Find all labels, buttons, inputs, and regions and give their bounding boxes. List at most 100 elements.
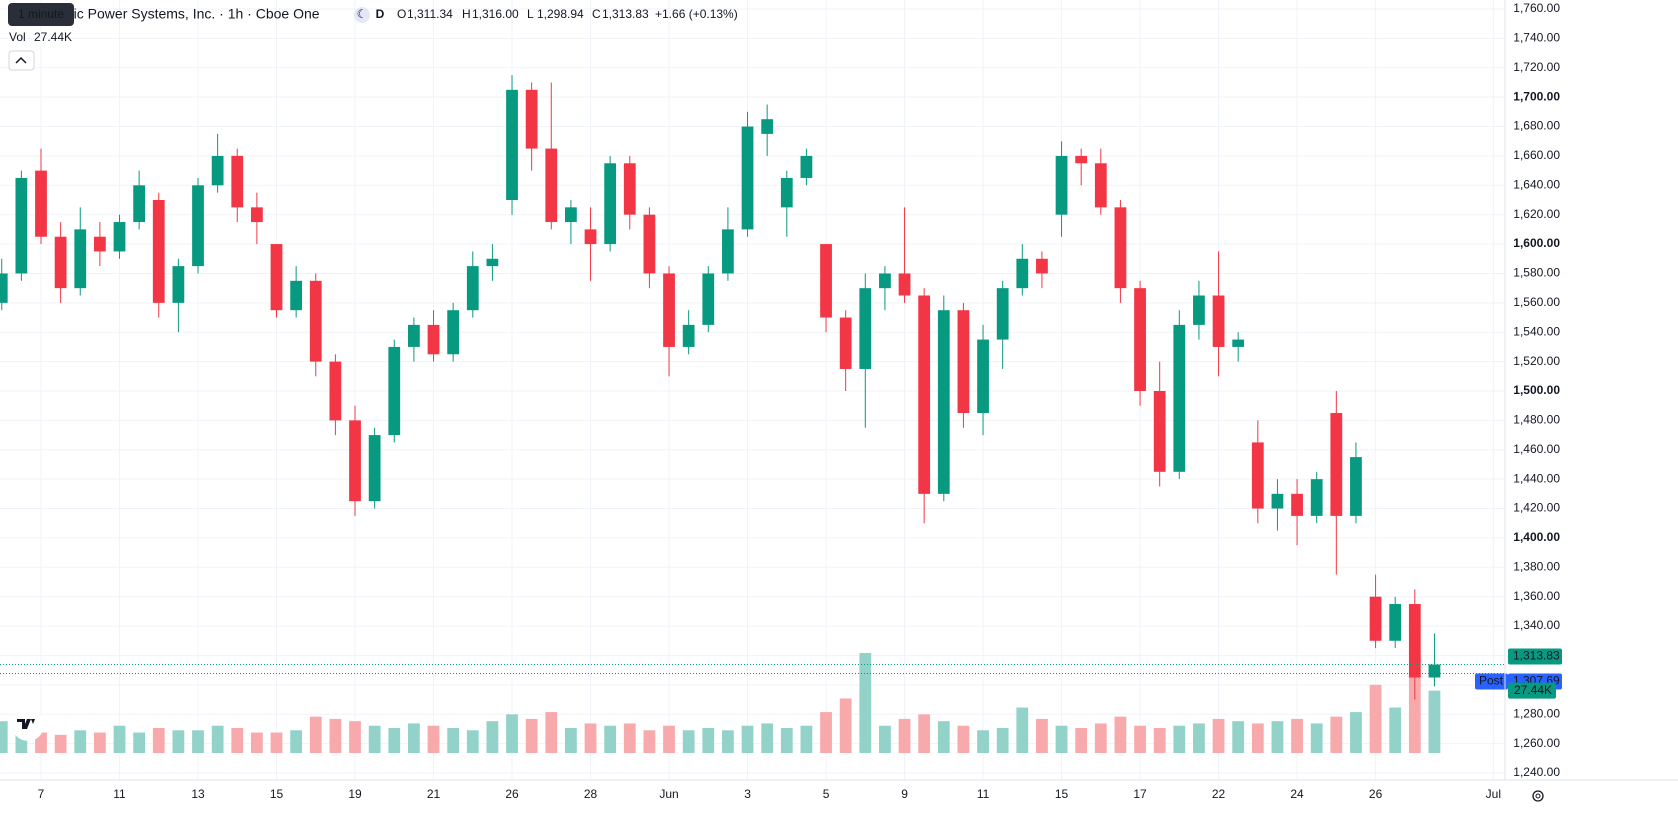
candle-body <box>270 244 283 311</box>
y-tick-label: 1,620.00 <box>1513 207 1560 221</box>
y-tick-label: 1,360.00 <box>1513 589 1560 603</box>
candle-body <box>152 200 165 303</box>
volume-bar <box>1291 718 1303 753</box>
volume-bar <box>820 712 832 753</box>
volume-bar <box>152 728 165 753</box>
volume-bar <box>584 723 597 753</box>
candle-body <box>408 324 420 347</box>
x-tick-label: 24 <box>1290 787 1304 801</box>
volume-bar <box>780 728 793 753</box>
x-tick-label: 17 <box>1133 787 1147 801</box>
y-tick-label: 1,280.00 <box>1513 706 1560 720</box>
candle-body <box>1173 324 1186 472</box>
volume-bar <box>368 725 381 753</box>
candle-body <box>1291 493 1303 516</box>
candle-body <box>859 288 872 369</box>
ohlc-value: 1,311.34 <box>407 7 453 21</box>
volume-bar <box>1094 723 1107 753</box>
x-tick-label: 28 <box>584 787 598 801</box>
volume-bar <box>447 728 460 753</box>
post-tag-label: Post <box>1479 674 1504 688</box>
volume-bar <box>250 732 263 753</box>
x-tick-label: 11 <box>113 787 126 801</box>
candle-body <box>15 177 28 274</box>
volume-bar <box>329 718 342 753</box>
candle-body <box>1408 604 1421 678</box>
tv-logo <box>12 709 44 741</box>
volume-bar <box>1428 690 1441 753</box>
volume-bar <box>1350 712 1362 753</box>
volume-bar <box>1134 725 1146 753</box>
candle-body <box>1094 163 1107 208</box>
candle-body <box>623 163 636 215</box>
price-badge <box>1508 648 1562 665</box>
candle-body <box>761 119 774 134</box>
candle-body <box>584 229 597 245</box>
volume-bar <box>0 721 8 753</box>
candle-body <box>486 258 499 267</box>
settings-icon[interactable] <box>1532 790 1544 802</box>
candle-body <box>682 324 695 347</box>
candle-body <box>1134 288 1146 391</box>
volume-bar <box>741 725 754 753</box>
candle-body <box>663 273 675 347</box>
candle-body <box>1016 258 1029 289</box>
y-tick-label: 1,380.00 <box>1513 559 1560 573</box>
candle-body <box>133 185 146 223</box>
candle-body <box>643 214 656 274</box>
volume-bar <box>839 698 852 753</box>
candle-body <box>447 310 460 355</box>
volume-bar <box>54 734 67 753</box>
candle-body <box>1075 155 1088 164</box>
ohlc-key: C <box>592 7 601 21</box>
candle-body <box>820 244 832 318</box>
candle-body <box>898 273 911 296</box>
y-tick-label: 1,600.00 <box>1513 236 1560 250</box>
volume-bar <box>466 730 479 753</box>
volume-bar <box>957 725 970 753</box>
x-tick-label: 9 <box>901 787 908 801</box>
symbol-title: thic Power Systems, Inc. · 1h · Cboe One <box>62 6 320 22</box>
y-tick-label: 1,520.00 <box>1513 354 1560 368</box>
candles <box>0 75 1441 700</box>
volume-bar <box>1251 723 1264 753</box>
volume-bar <box>1310 723 1323 753</box>
candle-body <box>349 420 361 502</box>
volume-bar <box>545 712 558 753</box>
x-tick-label: 3 <box>744 787 751 801</box>
x-tick-label: 13 <box>191 787 205 801</box>
candle-body <box>1428 664 1441 678</box>
x-tick-label: 15 <box>270 787 284 801</box>
y-tick-label: 1,640.00 <box>1513 177 1560 191</box>
volume-bar <box>1212 718 1225 753</box>
candle-body <box>1310 479 1323 516</box>
y-tick-label: 1,340.00 <box>1513 618 1560 632</box>
candle-body <box>250 207 263 223</box>
candle-body <box>1271 493 1284 509</box>
x-tick-label: 22 <box>1212 787 1226 801</box>
volume-bar <box>722 730 734 753</box>
axes: 1,240.001,260.001,280.001,300.001,320.00… <box>0 1 1562 801</box>
candle-body <box>93 236 106 252</box>
volume-bar <box>231 728 244 753</box>
volume-bar <box>290 730 303 753</box>
volume-bar <box>349 721 361 753</box>
candle-body <box>0 273 8 303</box>
volume-bar <box>1153 728 1166 753</box>
candle-body <box>172 266 185 303</box>
collapse-button[interactable] <box>8 50 35 71</box>
volume-bar <box>1408 673 1421 753</box>
candle-body <box>800 155 813 178</box>
volume-bar <box>133 732 146 753</box>
candle-body <box>466 266 479 311</box>
candle-body <box>1114 207 1127 289</box>
volume-bar <box>918 714 931 753</box>
candle-body <box>192 185 204 267</box>
volume-bar <box>309 716 322 753</box>
delay-badge: D <box>376 7 385 21</box>
candle-body <box>1330 413 1343 516</box>
x-tick-label: 15 <box>1055 787 1069 801</box>
volume-bar <box>93 732 106 753</box>
candle-body <box>839 317 852 369</box>
